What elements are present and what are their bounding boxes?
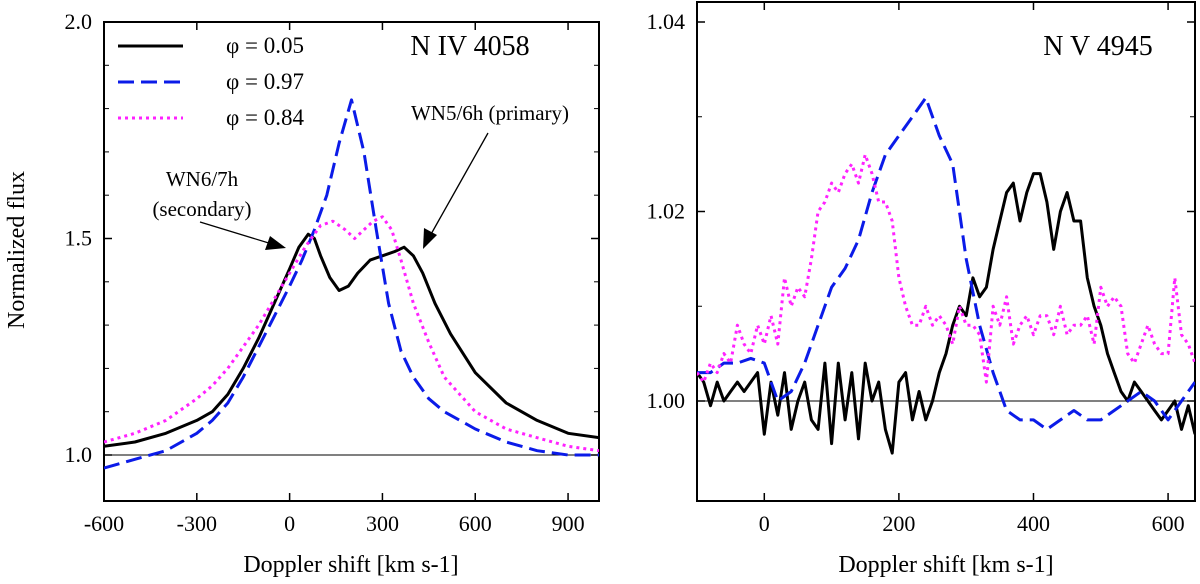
annotation-secondary-arrow	[199, 221, 273, 245]
x-tick-label: 400	[1017, 511, 1050, 536]
left-series-dashed	[104, 98, 599, 470]
annotation-primary-arrowhead	[423, 228, 437, 249]
left-panel-title: N IV 4058	[410, 31, 529, 62]
right-tick-labels: 0 200 400 600 1.00 1.02 1.04	[647, 9, 1185, 536]
y-tick-label: 1.0	[65, 442, 93, 467]
legend-label-phase-084: φ = 0.84	[226, 105, 304, 130]
x-tick-label: 600	[459, 511, 492, 536]
annotation-secondary-arrowhead	[265, 236, 286, 250]
y-tick-label: 1.04	[647, 9, 686, 34]
legend: φ = 0.05 φ = 0.97 φ = 0.84	[118, 33, 304, 130]
left-panel: -600 -300 0 300 600 900 1.0 1.5 2.0 N IV 4058 φ …	[4, 9, 600, 578]
right-plot-frame	[696, 1, 1196, 502]
y-tick-label: 2.0	[65, 9, 93, 34]
annotation-primary-label: WN5/6h (primary)	[411, 101, 569, 125]
y-tick-label: 1.5	[65, 226, 93, 251]
y-tick-label: 1.00	[647, 388, 686, 413]
annotation-primary-arrow	[429, 132, 489, 237]
x-tick-label: -300	[177, 511, 217, 536]
right-series-dotted	[697, 153, 1195, 384]
x-tick-label: 300	[366, 511, 399, 536]
left-x-axis-label: Doppler shift [km s-1]	[243, 552, 458, 578]
left-ticks	[103, 21, 599, 501]
right-panel-title: N V 4945	[1043, 31, 1152, 62]
x-tick-label: -600	[84, 511, 124, 536]
annotation-secondary: WN6/7h (secondary)	[152, 167, 286, 250]
legend-label-phase-005: φ = 0.05	[226, 33, 304, 58]
x-tick-label: 200	[882, 511, 915, 536]
annotation-primary: WN5/6h (primary)	[411, 101, 569, 249]
annotation-secondary-line2: (secondary)	[152, 197, 251, 221]
right-series-solid	[697, 172, 1195, 455]
right-panel: 0 200 400 600 1.00 1.02 1.04 N V 4945 Doppler …	[647, 1, 1196, 578]
y-tick-label: 1.02	[647, 199, 686, 224]
annotation-secondary-line1: WN6/7h	[166, 167, 239, 191]
left-y-axis-label: Normalized flux	[4, 171, 30, 329]
legend-label-phase-097: φ = 0.97	[226, 69, 304, 94]
left-plot-frame	[103, 21, 600, 502]
right-ticks	[697, 2, 1195, 501]
x-tick-label: 0	[284, 511, 295, 536]
x-tick-label: 900	[552, 511, 585, 536]
right-series-dashed	[697, 96, 1195, 431]
left-series-dotted	[104, 215, 599, 453]
right-x-axis-label: Doppler shift [km s-1]	[838, 552, 1053, 578]
left-series	[104, 98, 599, 470]
left-tick-labels: -600 -300 0 300 600 900 1.0 1.5 2.0	[65, 9, 585, 536]
right-series	[697, 96, 1195, 455]
left-series-solid	[104, 232, 599, 448]
x-tick-label: 0	[759, 511, 770, 536]
x-tick-label: 600	[1152, 511, 1185, 536]
